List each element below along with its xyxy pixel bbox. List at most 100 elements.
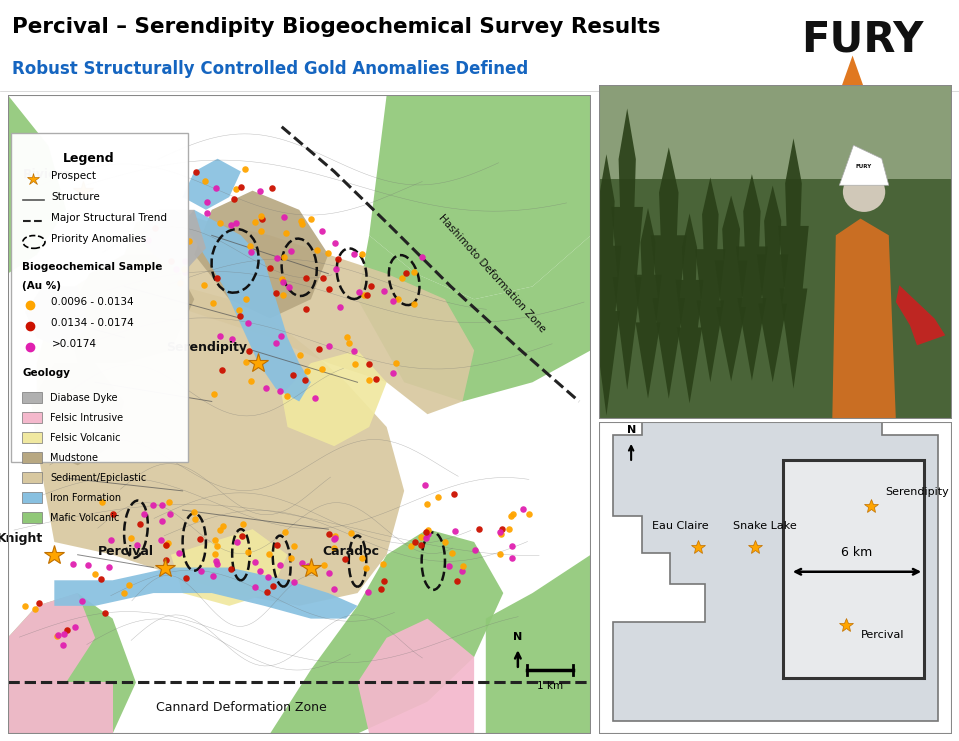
Point	[338, 554, 353, 565]
Point	[207, 534, 222, 546]
Point	[321, 284, 337, 296]
Polygon shape	[612, 108, 643, 390]
Polygon shape	[182, 159, 241, 210]
Point	[502, 524, 517, 536]
Point	[105, 508, 121, 520]
Point	[390, 293, 406, 305]
Text: Felsic Intrusive: Felsic Intrusive	[50, 413, 124, 422]
Point	[292, 215, 308, 227]
Text: Serendipity: Serendipity	[885, 487, 949, 497]
Point	[192, 533, 207, 545]
Point	[406, 266, 421, 278]
Point	[354, 552, 369, 564]
Point	[148, 222, 163, 233]
Point	[360, 289, 375, 301]
Text: Structure: Structure	[52, 192, 100, 202]
Point	[177, 571, 193, 583]
Point	[172, 547, 187, 559]
Polygon shape	[839, 145, 889, 185]
Point	[327, 582, 342, 594]
Text: >0.0174: >0.0174	[52, 339, 97, 349]
Text: Snake Lake: Snake Lake	[734, 522, 797, 531]
Point	[161, 496, 176, 508]
Point	[298, 272, 314, 284]
Polygon shape	[182, 210, 311, 402]
Polygon shape	[651, 147, 687, 399]
Bar	[22, 432, 42, 443]
Point	[51, 629, 66, 641]
Point	[242, 345, 257, 357]
Point	[198, 175, 213, 187]
Point	[235, 519, 250, 531]
Point	[277, 526, 292, 538]
Point	[247, 216, 263, 227]
Point	[419, 498, 434, 510]
Point	[284, 552, 299, 564]
Point	[239, 293, 254, 305]
Point	[315, 225, 330, 237]
Point	[244, 375, 259, 387]
Point	[386, 367, 401, 379]
Point	[294, 219, 310, 230]
Point	[341, 337, 357, 349]
Point	[98, 607, 113, 619]
Point	[447, 525, 462, 537]
Point	[339, 331, 355, 343]
Point	[56, 628, 71, 639]
Point	[330, 253, 345, 265]
Point	[145, 499, 160, 511]
Point	[274, 273, 290, 285]
Point	[263, 262, 278, 274]
Text: Felsic Volcanic: Felsic Volcanic	[50, 433, 121, 442]
Point	[212, 330, 227, 342]
Polygon shape	[486, 555, 591, 734]
Point	[59, 624, 75, 636]
Point	[158, 539, 174, 551]
Point	[154, 515, 170, 527]
Text: Serendipity: Serendipity	[166, 341, 246, 353]
Point	[315, 363, 330, 375]
Point	[399, 268, 414, 279]
Ellipse shape	[843, 172, 885, 212]
Text: 0.0134 - 0.0174: 0.0134 - 0.0174	[52, 318, 134, 328]
Point	[253, 565, 269, 576]
Point	[373, 582, 388, 594]
Polygon shape	[282, 350, 386, 446]
Point	[455, 560, 470, 572]
Point	[504, 540, 520, 552]
Point	[437, 536, 453, 548]
Point	[294, 557, 310, 569]
Polygon shape	[614, 422, 938, 721]
Point	[205, 297, 221, 309]
Text: Percival – Serendipity Biogeochemical Survey Results: Percival – Serendipity Biogeochemical Su…	[12, 17, 660, 36]
Point	[307, 393, 322, 405]
Text: Mafic Volcanic: Mafic Volcanic	[50, 513, 120, 522]
Point	[207, 548, 222, 560]
Point	[269, 337, 284, 349]
Polygon shape	[358, 619, 474, 734]
Point	[468, 544, 483, 556]
Point	[269, 539, 285, 551]
Polygon shape	[714, 196, 747, 382]
Point	[447, 488, 462, 499]
Point	[326, 542, 341, 554]
Point	[177, 255, 193, 267]
Text: Eau Claire: Eau Claire	[652, 522, 709, 531]
Point	[199, 207, 215, 219]
Text: 1 km: 1 km	[537, 681, 563, 691]
Point	[259, 586, 274, 598]
Point	[322, 567, 338, 579]
Point	[272, 385, 288, 397]
Text: 0.0096 - 0.0134: 0.0096 - 0.0134	[52, 297, 134, 307]
Point	[320, 247, 336, 259]
Point	[421, 528, 436, 539]
Point	[241, 546, 256, 558]
Point	[493, 526, 508, 538]
Point	[187, 514, 202, 525]
Point	[233, 181, 248, 193]
Point	[67, 621, 82, 633]
Point	[321, 528, 337, 539]
Point	[261, 548, 276, 560]
Point	[276, 251, 292, 263]
Bar	[22, 472, 42, 483]
